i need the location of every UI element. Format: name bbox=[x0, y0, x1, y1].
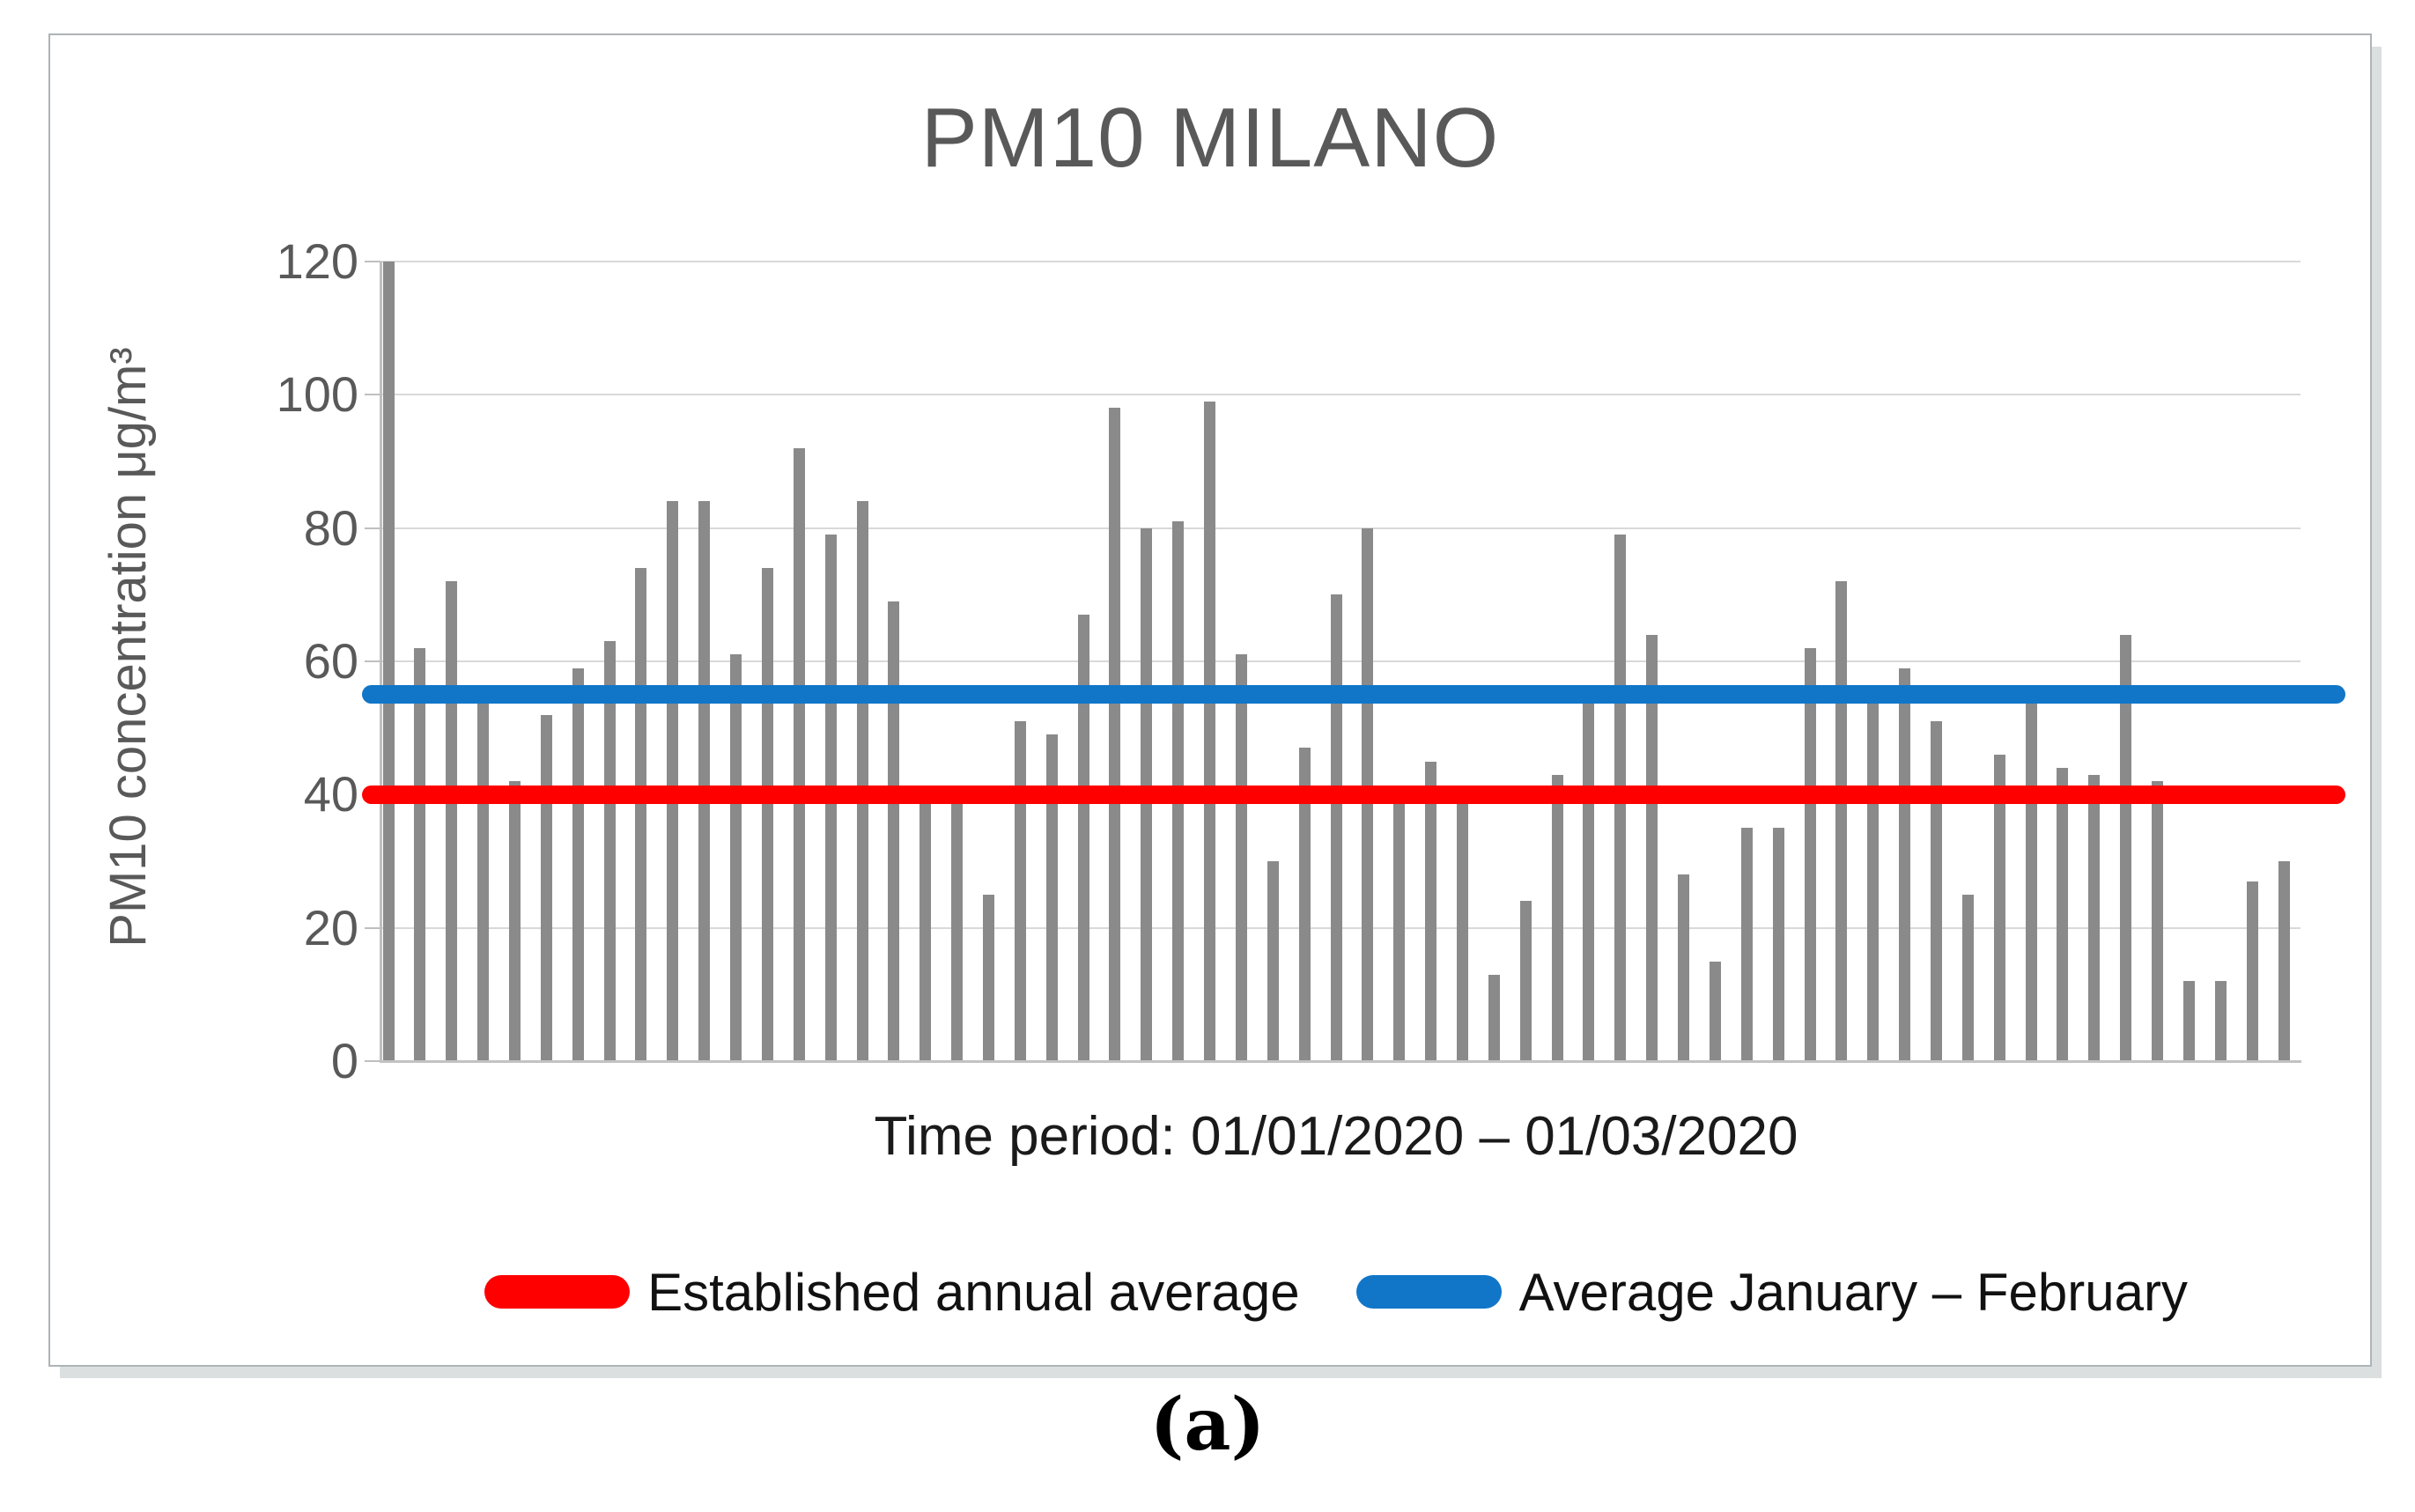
bar bbox=[1867, 701, 1880, 1061]
bar bbox=[2246, 881, 2258, 1061]
bar bbox=[2278, 861, 2290, 1061]
bar bbox=[1930, 721, 1942, 1061]
bar bbox=[888, 601, 900, 1061]
legend-line-swatch bbox=[1355, 1275, 1502, 1309]
bar bbox=[2088, 774, 2101, 1061]
x-axis-label: Time period: 01/01/2020 – 01/03/2020 bbox=[874, 1106, 1798, 1167]
bar bbox=[1235, 654, 1247, 1061]
y-tick-mark bbox=[365, 394, 380, 396]
bar bbox=[1077, 615, 1089, 1061]
bar bbox=[1488, 974, 1500, 1061]
bar bbox=[1330, 594, 1342, 1061]
legend-item: Established annual average bbox=[484, 1262, 1300, 1323]
bar bbox=[667, 501, 679, 1061]
bar bbox=[2057, 768, 2069, 1061]
legend: Established annual average Average Januar… bbox=[380, 1252, 2292, 1331]
gridline bbox=[380, 394, 2301, 396]
bar bbox=[2214, 981, 2227, 1061]
y-tick-mark bbox=[365, 660, 380, 662]
figure-caption: (a) bbox=[1149, 1383, 1266, 1467]
bar bbox=[446, 581, 458, 1061]
bar bbox=[477, 701, 490, 1061]
bar bbox=[982, 894, 994, 1061]
y-tick-label: 40 bbox=[303, 766, 358, 822]
legend-item: Average January – February bbox=[1355, 1262, 2188, 1323]
bar bbox=[1045, 734, 1058, 1061]
legend-label: Average January – February bbox=[1518, 1262, 2188, 1322]
y-tick-mark bbox=[365, 261, 380, 262]
bar bbox=[1267, 861, 1279, 1061]
bar bbox=[1393, 794, 1406, 1061]
bar bbox=[1772, 828, 1784, 1061]
bar bbox=[698, 501, 711, 1061]
chart-panel: PM10 MILANO PM10 concentration μg/m³ 0 20… bbox=[48, 33, 2372, 1367]
y-tick-label: 60 bbox=[303, 633, 358, 689]
bar bbox=[1519, 901, 1532, 1061]
bar bbox=[540, 714, 552, 1061]
y-tick-label: 80 bbox=[303, 499, 358, 556]
bar bbox=[1646, 634, 1658, 1061]
bar bbox=[1740, 828, 1753, 1061]
x-axis-baseline bbox=[380, 1060, 2301, 1063]
bar bbox=[1109, 408, 1121, 1061]
y-tick-mark bbox=[365, 527, 380, 529]
bar bbox=[793, 447, 805, 1061]
bar bbox=[919, 794, 932, 1061]
bar bbox=[2025, 701, 2037, 1061]
bar bbox=[414, 647, 426, 1061]
bar bbox=[603, 641, 616, 1061]
gridline bbox=[380, 527, 2301, 529]
y-tick-label: 0 bbox=[330, 1033, 358, 1088]
gridline bbox=[380, 261, 2301, 262]
bar bbox=[1835, 581, 1848, 1061]
bar bbox=[1993, 754, 2005, 1061]
y-axis-title: PM10 concentration μg/m³ bbox=[100, 347, 157, 948]
bar bbox=[1204, 401, 1216, 1061]
bar bbox=[1709, 961, 1721, 1061]
y-tick-label: 20 bbox=[303, 899, 358, 955]
bar bbox=[2152, 781, 2164, 1061]
bar bbox=[572, 667, 584, 1061]
bar bbox=[1583, 694, 1595, 1061]
bar bbox=[1678, 874, 1690, 1061]
chart-title: PM10 MILANO bbox=[920, 91, 1500, 185]
y-tick-mark bbox=[365, 1060, 380, 1062]
bar bbox=[2120, 634, 2132, 1061]
bar bbox=[508, 781, 521, 1061]
y-tick-label: 120 bbox=[276, 233, 358, 289]
bar bbox=[1425, 761, 1437, 1061]
legend-label: Established annual average bbox=[647, 1262, 1300, 1322]
y-tick-label: 100 bbox=[276, 366, 358, 423]
bar bbox=[2182, 981, 2195, 1061]
y-axis-line bbox=[380, 262, 382, 1061]
bar bbox=[730, 654, 742, 1061]
bar bbox=[1804, 647, 1816, 1061]
reference-line bbox=[362, 785, 2345, 804]
bar bbox=[635, 568, 647, 1061]
legend-line-swatch bbox=[484, 1275, 631, 1309]
bar bbox=[856, 501, 868, 1061]
bar bbox=[1298, 748, 1311, 1061]
bar bbox=[1456, 794, 1468, 1061]
y-tick-mark bbox=[365, 926, 380, 929]
bar bbox=[761, 568, 773, 1061]
bar bbox=[1899, 667, 1911, 1061]
bar bbox=[382, 262, 395, 1061]
bar bbox=[951, 794, 964, 1061]
reference-line bbox=[362, 685, 2345, 704]
bar bbox=[1014, 721, 1026, 1061]
bar bbox=[1961, 894, 1974, 1061]
bar bbox=[1551, 774, 1563, 1061]
